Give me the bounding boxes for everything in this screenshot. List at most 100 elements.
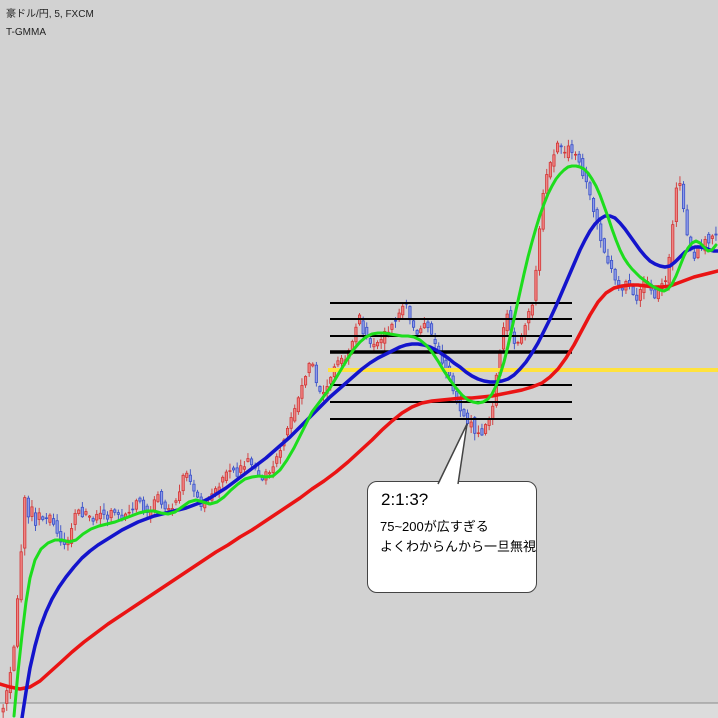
candle-body <box>41 516 45 520</box>
candle-body <box>73 512 77 525</box>
candle-body <box>77 509 81 514</box>
candle-body <box>415 330 419 335</box>
candle-body <box>307 363 311 374</box>
candle-body <box>249 458 254 466</box>
candle-body <box>181 474 185 492</box>
annotation-line-1: 2:1:3? <box>381 490 429 509</box>
annotation-line-2: 75~200が広すぎる <box>380 519 489 534</box>
ma-mid-blue-line <box>20 214 718 718</box>
candle-body <box>480 428 484 436</box>
candle-body <box>375 342 380 347</box>
candle-body <box>602 238 606 253</box>
candle-body <box>556 142 560 153</box>
candle-body <box>55 520 59 534</box>
candle-body <box>15 598 20 647</box>
candle-body <box>188 474 192 482</box>
candle-body <box>527 311 531 324</box>
candle-body <box>314 364 318 384</box>
annotation-bubble-tail <box>437 423 468 486</box>
candle-body <box>566 145 570 159</box>
candle-body <box>235 467 239 477</box>
annotation-bubble[interactable]: 2:1:3? 75~200が広すぎる よくわからんから一旦無視 <box>367 481 537 593</box>
candle-body <box>379 339 383 344</box>
candle-body <box>91 518 95 522</box>
candle-body <box>19 551 23 601</box>
candle-body <box>354 326 358 343</box>
candle-body <box>563 151 567 154</box>
candle-body <box>469 421 473 428</box>
candle-body <box>393 320 398 322</box>
candle-body <box>501 327 506 350</box>
candle-body <box>311 363 315 367</box>
candle-body <box>113 509 117 513</box>
candle-body <box>177 491 182 502</box>
candle-body <box>429 323 434 335</box>
candle-body <box>671 224 675 264</box>
candle-body <box>710 235 714 239</box>
candle-body <box>88 515 92 518</box>
candle-body <box>246 458 250 462</box>
candle-body <box>422 323 426 329</box>
candle-body <box>426 321 430 329</box>
candle-body <box>433 339 437 345</box>
symbol-title: 豪ドル/円, 5, FXCM <box>6 9 94 20</box>
candle-body <box>52 518 56 525</box>
candle-body <box>329 376 333 384</box>
candle-body <box>285 427 290 436</box>
candle-body <box>570 144 574 153</box>
candle-body <box>505 313 509 332</box>
candle-body <box>534 269 538 301</box>
candle-body <box>678 183 682 186</box>
candle-body <box>613 268 617 281</box>
candle-body <box>12 646 16 671</box>
ma-fast-green-line <box>12 164 718 718</box>
candle-body <box>516 341 520 344</box>
candle-body <box>674 187 678 222</box>
candles-layer <box>1 139 718 718</box>
candle-body <box>34 512 38 526</box>
candle-body <box>1 707 5 713</box>
indicator-label: T-GMMA <box>6 27 46 38</box>
candle-body <box>714 233 718 236</box>
candle-body <box>48 514 52 523</box>
candle-body <box>548 162 552 178</box>
candle-body <box>685 209 689 236</box>
candle-body <box>401 305 405 316</box>
candle-body <box>682 183 686 210</box>
candle-body <box>339 357 344 364</box>
candle-body <box>70 528 74 544</box>
candle-body <box>692 251 696 259</box>
candle-body <box>296 397 300 413</box>
candle-body <box>102 509 106 515</box>
candle-body <box>638 289 642 301</box>
candle-body <box>192 483 196 492</box>
candle-body <box>95 513 99 521</box>
candle-body <box>37 512 41 520</box>
candle-body <box>592 198 596 212</box>
candle-body <box>300 385 304 399</box>
candle-body <box>174 500 178 503</box>
candle-body <box>462 409 466 417</box>
time-axis-strip <box>0 703 718 718</box>
candle-body <box>361 320 365 335</box>
candle-body <box>577 153 581 163</box>
candle-body <box>491 405 495 420</box>
candle-body <box>552 154 556 167</box>
candle-body <box>138 497 142 502</box>
candle-body <box>610 260 614 269</box>
candle-body <box>293 408 297 422</box>
candle-body <box>620 287 624 291</box>
candle-body <box>59 531 63 543</box>
candle-body <box>559 145 563 148</box>
candle-body <box>476 432 480 435</box>
candle-body <box>512 331 516 344</box>
candle-body <box>145 505 149 513</box>
candle-body <box>631 286 635 295</box>
candle-body <box>538 228 542 271</box>
candle-body <box>383 330 387 344</box>
candle-body <box>84 511 88 515</box>
candle-body <box>588 182 592 196</box>
candle-body <box>275 456 279 464</box>
candle-body <box>278 450 282 458</box>
